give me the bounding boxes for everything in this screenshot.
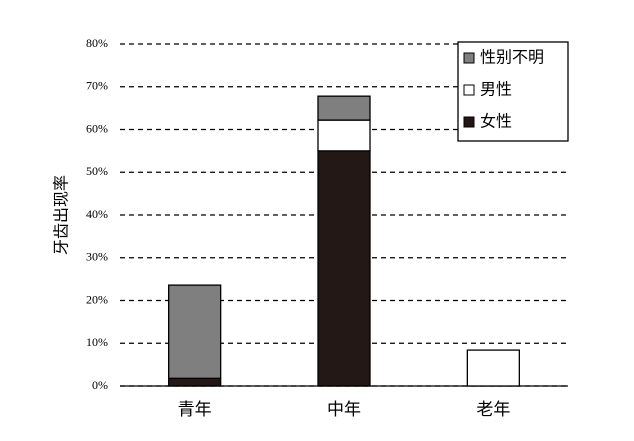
y-tick-label: 0%	[92, 378, 108, 392]
bar-segment	[317, 119, 371, 152]
bar-segment	[317, 150, 371, 387]
y-tick-label: 60%	[86, 121, 108, 135]
x-tick-label: 中年	[327, 400, 361, 420]
bar-segment	[317, 95, 371, 121]
legend-swatch	[463, 116, 475, 128]
bar-segment	[168, 284, 222, 379]
y-tick-label: 50%	[86, 164, 108, 178]
legend-label: 女性	[480, 112, 512, 131]
legend-box	[457, 41, 569, 142]
x-tick-label: 老年	[476, 400, 510, 420]
legend-label: 男性	[480, 80, 512, 99]
y-tick-label: 80%	[86, 36, 108, 50]
y-tick-label: 30%	[86, 250, 108, 264]
y-tick-label: 40%	[86, 207, 108, 221]
y-tick-label: 20%	[86, 292, 108, 306]
y-axis-label: 牙齿出现率	[52, 175, 71, 255]
y-tick-label: 70%	[86, 79, 108, 93]
legend-swatch	[463, 84, 475, 96]
legend-swatch	[463, 52, 475, 64]
x-tick-label: 青年	[178, 400, 212, 420]
bar-segment	[466, 349, 520, 387]
bar-segment	[168, 377, 222, 387]
y-tick-label: 10%	[86, 335, 108, 349]
legend-label: 性别不明	[480, 48, 544, 67]
